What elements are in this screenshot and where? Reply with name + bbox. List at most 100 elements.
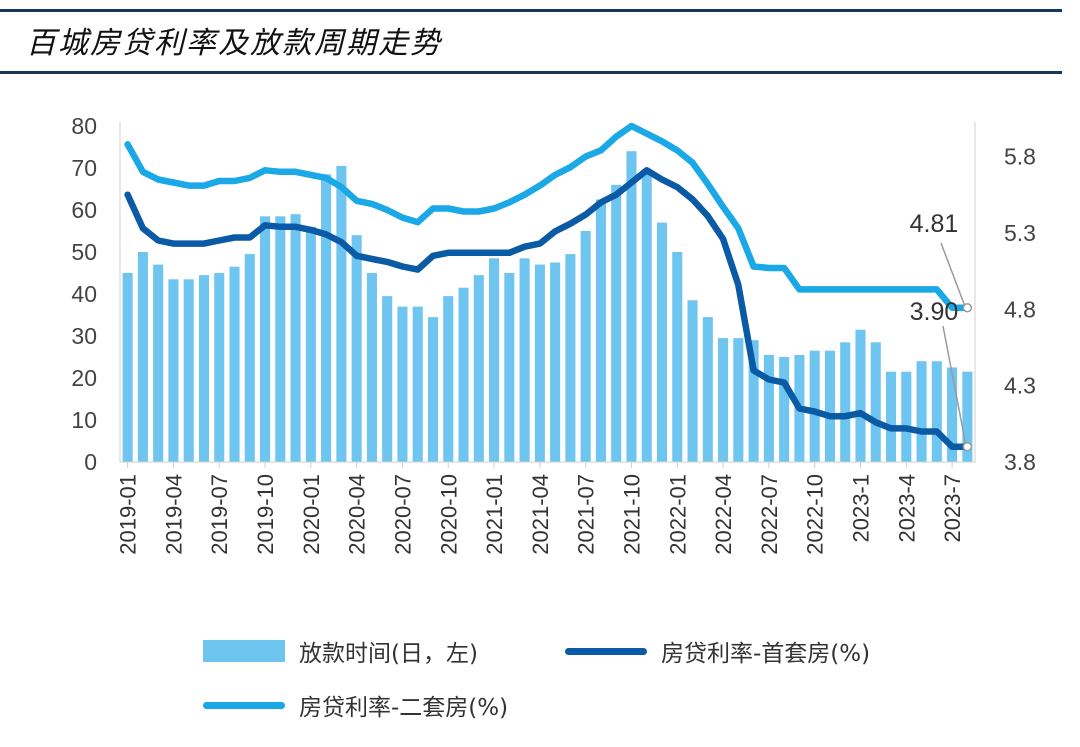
y-left-tick-label: 0 — [84, 449, 97, 475]
bar — [519, 258, 530, 462]
bar — [687, 300, 698, 462]
bar — [855, 329, 866, 462]
bar — [672, 252, 683, 462]
legend-swatch-line2 — [203, 701, 285, 709]
x-tick-label: 2021-07 — [574, 474, 599, 555]
bar — [290, 214, 301, 462]
y-left-tick-label: 10 — [71, 407, 97, 433]
y-left-tick-label: 30 — [71, 323, 97, 349]
y-left-tick-label: 60 — [71, 197, 97, 223]
bar — [916, 361, 927, 462]
bar — [565, 254, 576, 462]
x-tick-label: 2023-4 — [894, 474, 919, 543]
bar — [122, 273, 133, 462]
x-tick-label: 2022-01 — [665, 474, 690, 555]
x-tick-label: 2020-01 — [299, 474, 324, 555]
y-left-tick-label: 50 — [71, 239, 97, 265]
bar — [229, 266, 240, 462]
bar — [824, 350, 835, 462]
line-first-home-rate — [124, 167, 971, 450]
bar — [198, 275, 210, 462]
marker-second-home-end — [962, 302, 973, 313]
bar — [626, 151, 637, 462]
y-right-tick-label: 5.3 — [1004, 220, 1036, 246]
bar — [748, 340, 759, 462]
x-tick-label: 2020-04 — [345, 474, 370, 555]
bar — [443, 296, 454, 462]
bar — [901, 371, 912, 462]
bar — [779, 357, 790, 462]
bar — [718, 338, 729, 462]
y-left-tick-label: 70 — [71, 155, 97, 181]
bar — [641, 170, 652, 462]
x-tick-label: 2019-04 — [161, 474, 186, 555]
bar — [840, 342, 851, 462]
bar — [260, 216, 271, 462]
bar — [397, 306, 408, 462]
y-right-tick-label: 5.8 — [1004, 144, 1036, 170]
y-left-tick-label: 40 — [71, 281, 97, 307]
bar — [305, 226, 316, 462]
bar — [534, 264, 545, 462]
bar — [351, 235, 362, 462]
title-rule — [0, 71, 1062, 74]
bar — [382, 296, 393, 462]
bar — [412, 306, 423, 462]
bar — [947, 367, 958, 462]
marker-first-home-end — [962, 441, 973, 452]
line-second-home-rate — [124, 122, 971, 311]
x-tick-label: 2023-7 — [940, 474, 965, 543]
bar — [504, 273, 515, 462]
bar — [763, 354, 774, 462]
annotation-first-home-value: 3.90 — [910, 298, 959, 326]
bar — [183, 279, 194, 462]
bar — [427, 317, 439, 462]
legend-swatch-line1 — [565, 647, 647, 655]
x-tick-label: 2021-10 — [619, 474, 644, 555]
bar — [870, 342, 881, 462]
bar — [489, 258, 500, 462]
bar — [458, 287, 469, 462]
x-tick-label: 2023-1 — [848, 474, 873, 543]
bar — [962, 371, 973, 462]
y-right-tick-label: 4.3 — [1004, 373, 1036, 399]
bar — [153, 264, 164, 462]
bar — [550, 262, 561, 462]
y-right-tick-label: 3.8 — [1004, 449, 1036, 475]
bar — [809, 350, 820, 462]
x-tick-label: 2019-07 — [207, 474, 232, 555]
callout-line-first-home — [942, 325, 967, 443]
bar — [473, 275, 484, 462]
callout-line-second-home — [940, 242, 966, 306]
top-rule — [0, 9, 1062, 12]
bar — [595, 199, 606, 462]
bar — [611, 184, 622, 463]
bar — [214, 273, 225, 462]
x-tick-label: 2020-07 — [390, 474, 415, 555]
bar — [702, 317, 713, 462]
legend-label-bar: 放款时间(日，左) — [299, 641, 478, 667]
bar — [885, 371, 897, 462]
x-tick-label: 2021-01 — [482, 474, 507, 555]
bar — [321, 174, 332, 463]
bar — [580, 231, 591, 462]
chart-title: 百城房贷利率及放款周期走势 — [26, 26, 442, 61]
bar — [275, 216, 286, 462]
bar — [931, 361, 942, 462]
bar — [244, 254, 255, 462]
legend-label-line2: 房贷利率-二套房(%) — [299, 695, 509, 721]
bar — [137, 252, 148, 462]
bar — [336, 165, 347, 462]
annotation-second-home-value: 4.81 — [910, 210, 959, 238]
y-left-tick-label: 20 — [71, 365, 97, 391]
x-tick-label: 2022-07 — [757, 474, 782, 555]
legend-item-bar: 放款时间(日，左) — [203, 634, 478, 668]
bar — [733, 338, 744, 462]
legend-item-line2: 房贷利率-二套房(%) — [203, 688, 508, 722]
x-tick-label: 2022-10 — [803, 474, 828, 555]
legend-swatch-bar — [203, 640, 285, 662]
bar — [366, 273, 377, 462]
x-tick-label: 2022-04 — [711, 474, 736, 555]
bar — [656, 222, 668, 462]
